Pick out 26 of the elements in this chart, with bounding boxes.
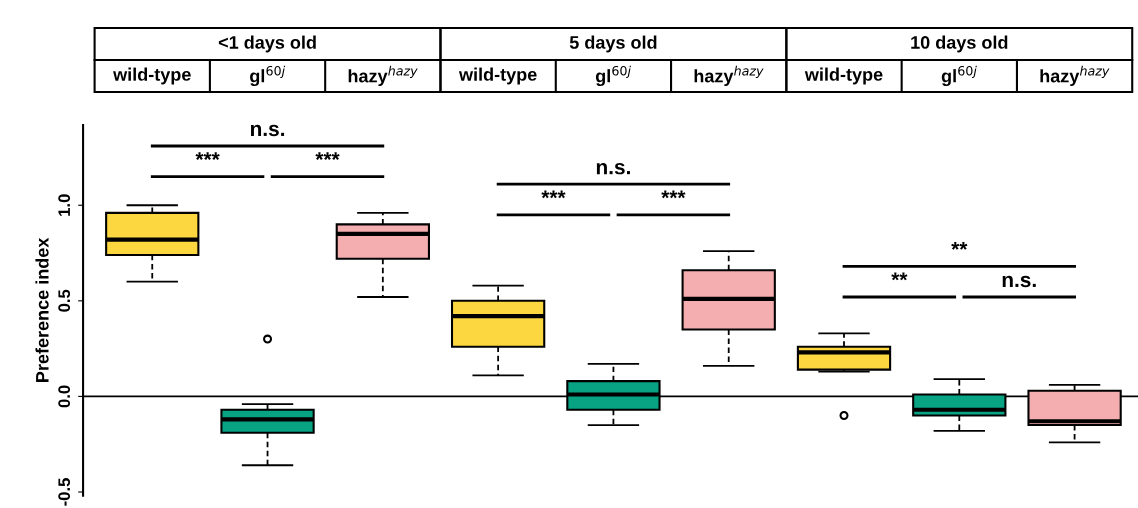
y-axis-title: Preference index (35, 237, 49, 382)
annotation: n.s. (1002, 275, 1036, 288)
annotation: *** (315, 152, 340, 160)
annotation: n.s. (596, 162, 630, 175)
x-tick-label: hazy$^{hazy}$ (1040, 65, 1110, 87)
annotation: n.s. (250, 124, 285, 137)
x-tick-label: hazy$^{hazy}$ (348, 65, 418, 87)
annotation: ** (951, 242, 968, 250)
text: <1 days old (218, 35, 316, 53)
x-tick-label: wild-type (113, 67, 191, 85)
annotation: *** (661, 190, 686, 199)
y-tick-label: 0.5 (58, 289, 71, 312)
y-tick-label: -0.5 (58, 478, 71, 506)
annotation: *** (195, 152, 220, 160)
x-tick-label: hazy$^{hazy}$ (694, 65, 764, 87)
annotation: *** (541, 190, 566, 199)
annotation: ** (891, 272, 908, 281)
x-tick-label: wild-type (458, 67, 537, 85)
x-tick-label: gl$^{60j}$ (595, 65, 631, 87)
text: 5 days old (569, 35, 657, 53)
text: 10 days old (911, 35, 1008, 53)
y-tick-label: 0.0 (58, 385, 71, 408)
x-tick-label: gl$^{60j}$ (250, 65, 286, 87)
x-tick-label: wild-type (804, 67, 883, 85)
y-tick-label: 1.0 (58, 194, 71, 216)
x-tick-label: gl$^{60j}$ (941, 65, 977, 87)
